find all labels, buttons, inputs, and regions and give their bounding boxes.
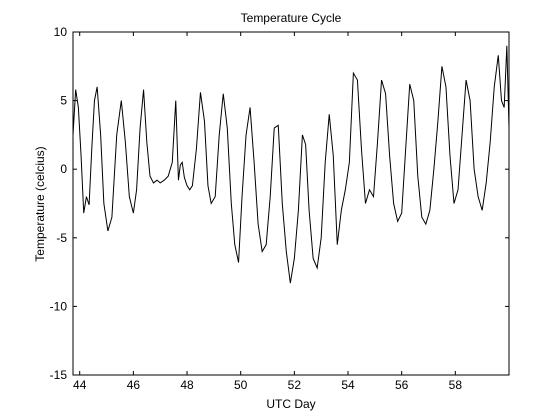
y-tick-label: -10 xyxy=(50,299,68,313)
x-tick-label: 54 xyxy=(341,378,355,392)
x-axis-label: UTC Day xyxy=(266,397,315,411)
x-axis-ticks: 44 46 48 50 52 54 56 58 xyxy=(73,32,462,392)
x-tick-label: 46 xyxy=(127,378,141,392)
series-line xyxy=(72,45,510,284)
y-tick-label: 0 xyxy=(60,162,67,176)
chart-title: Temperature Cycle xyxy=(241,11,342,25)
x-tick-label: 48 xyxy=(180,378,194,392)
y-axis-label: Temperature (celcius) xyxy=(33,146,47,261)
x-tick-label: 44 xyxy=(73,378,87,392)
y-tick-label: -15 xyxy=(50,368,68,382)
x-tick-label: 58 xyxy=(449,378,463,392)
y-tick-label: 10 xyxy=(54,25,68,39)
plot-area xyxy=(72,31,510,376)
y-axis-ticks: -15 -10 -5 0 5 10 xyxy=(50,25,509,382)
y-tick-label: -5 xyxy=(56,231,67,245)
x-tick-label: 52 xyxy=(288,378,302,392)
x-tick-label: 56 xyxy=(395,378,409,392)
y-tick-label: 5 xyxy=(60,94,67,108)
x-tick-label: 50 xyxy=(234,378,248,392)
